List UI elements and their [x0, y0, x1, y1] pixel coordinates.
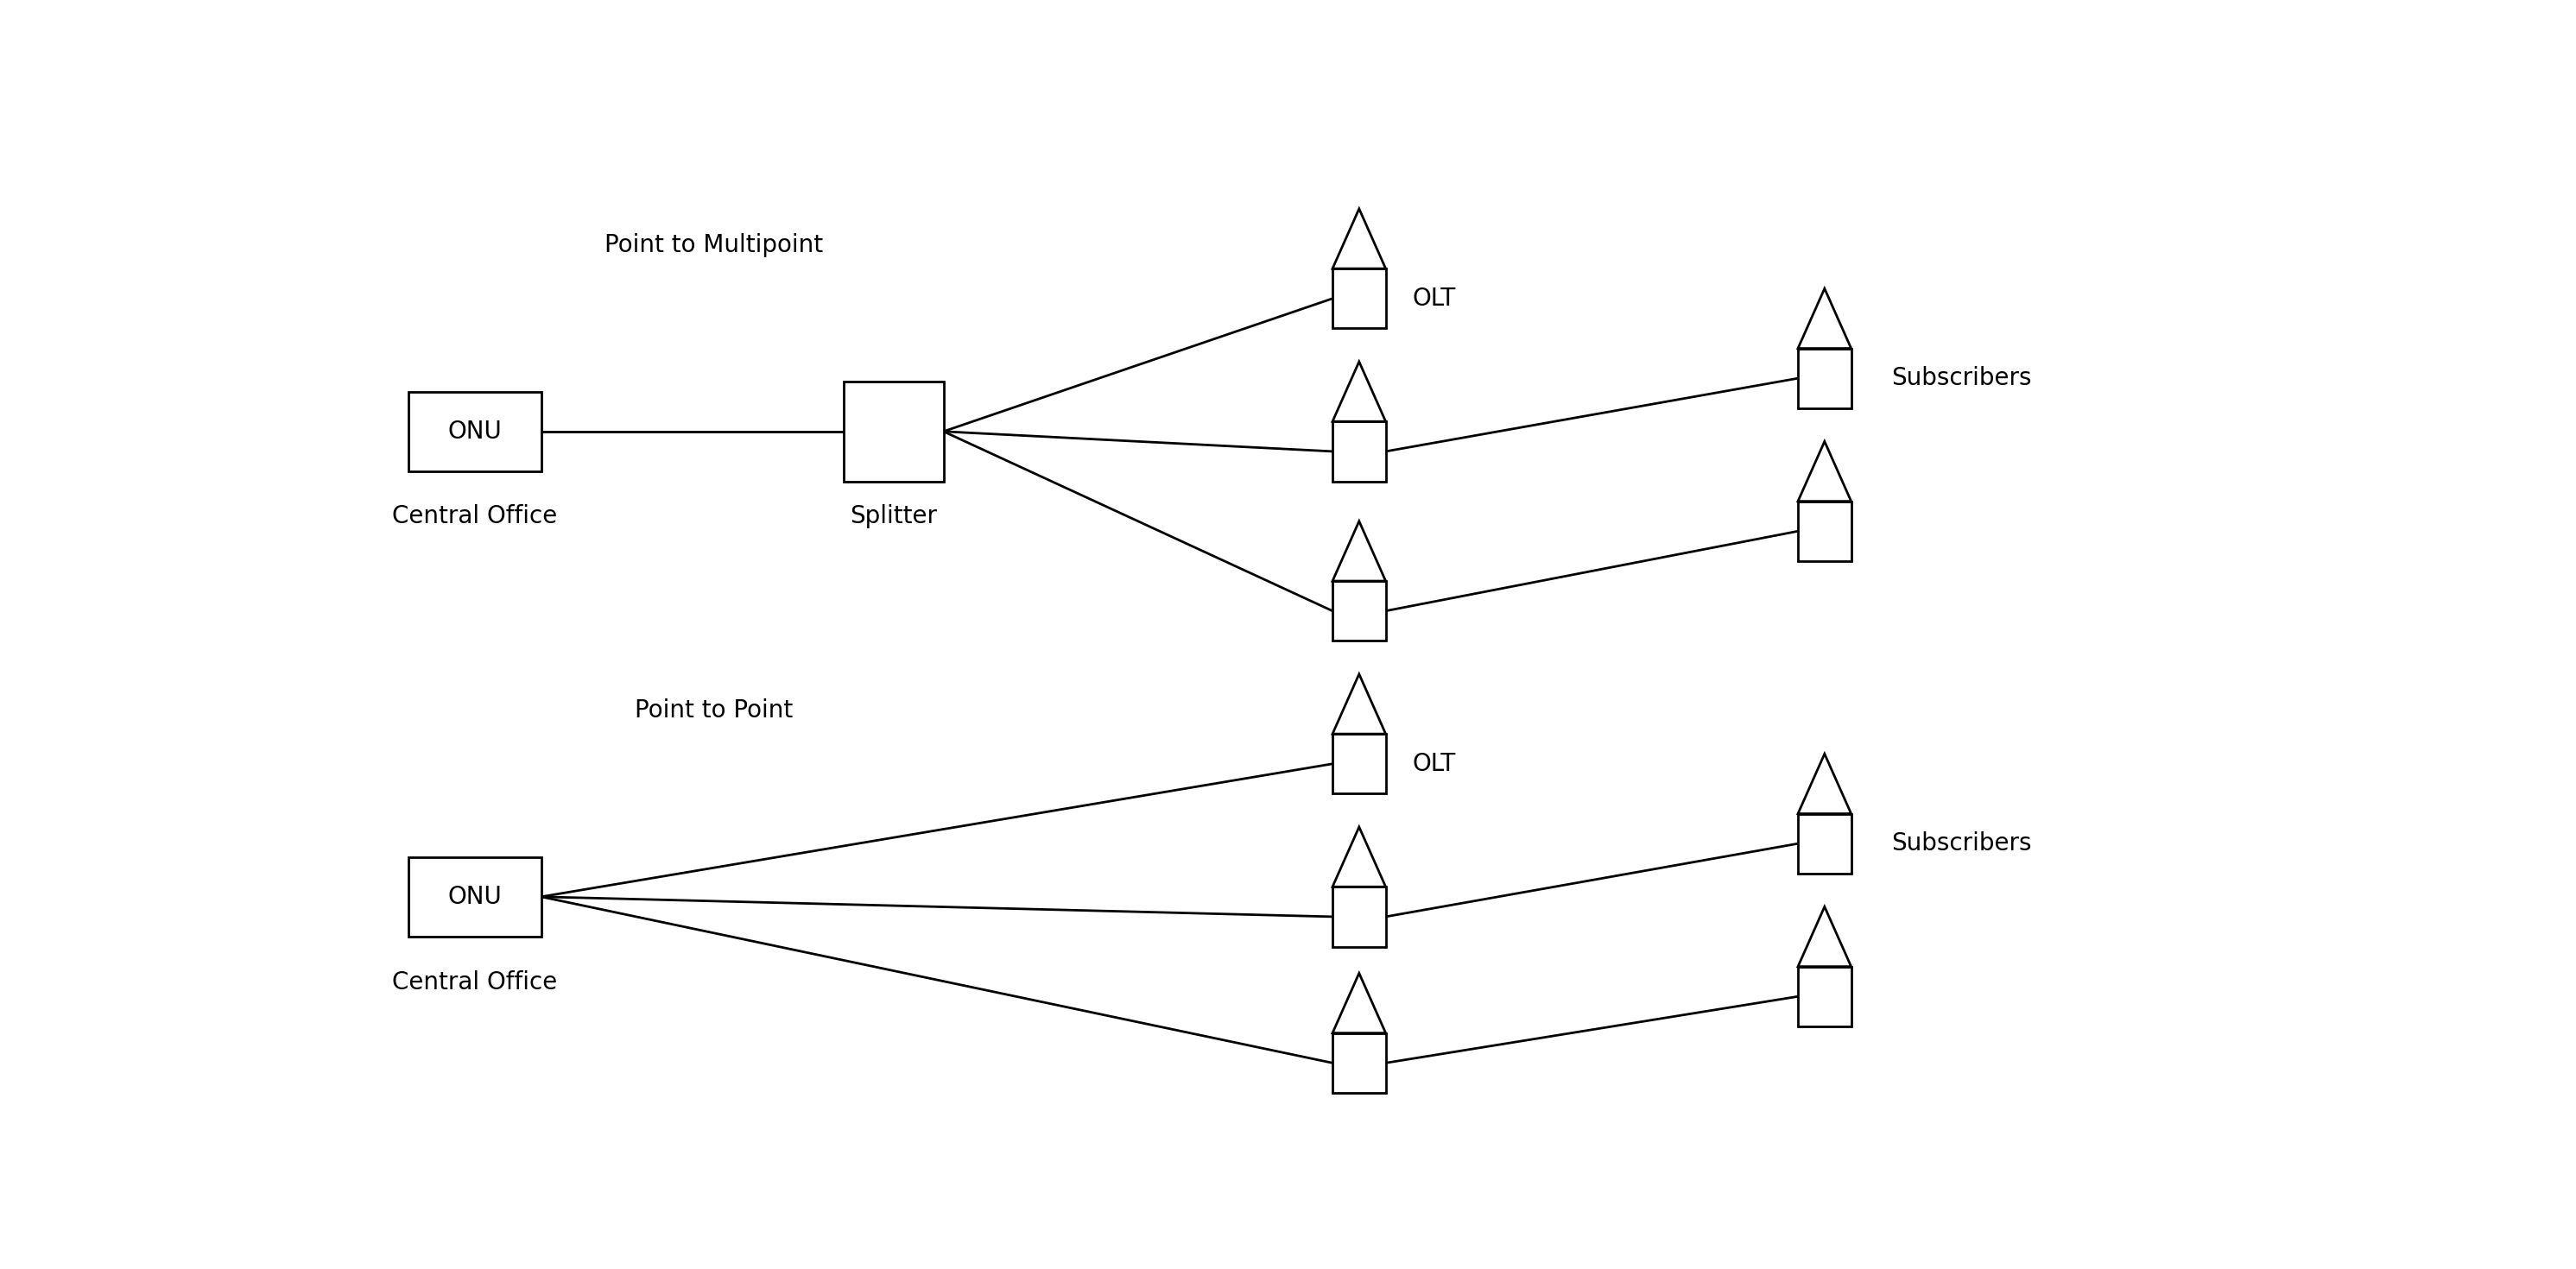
Polygon shape [1332, 362, 1386, 421]
Text: ONU: ONU [448, 419, 502, 444]
Bar [1332, 733, 1386, 793]
Text: Central Office: Central Office [392, 970, 556, 994]
Text: Point to Multipoint: Point to Multipoint [605, 233, 824, 258]
Polygon shape [1332, 674, 1386, 733]
Bar [1798, 349, 1852, 409]
Text: Subscribers: Subscribers [1891, 367, 2032, 391]
Bar [1798, 501, 1852, 561]
Text: OLT: OLT [1412, 751, 1455, 775]
Polygon shape [1332, 209, 1386, 269]
Bar [845, 382, 943, 481]
Bar [1332, 1033, 1386, 1093]
Polygon shape [1798, 288, 1852, 349]
Bar [1798, 967, 1852, 1027]
Text: OLT: OLT [1412, 287, 1455, 311]
Text: Subscribers: Subscribers [1891, 831, 2032, 855]
Bar [1798, 813, 1852, 873]
Bar [1332, 581, 1386, 641]
Text: Splitter: Splitter [850, 505, 938, 529]
Bar [1332, 421, 1386, 481]
Polygon shape [1332, 522, 1386, 581]
Bar [1332, 887, 1386, 947]
Bar [1332, 269, 1386, 329]
Polygon shape [1798, 442, 1852, 501]
Bar [407, 392, 541, 471]
Polygon shape [1798, 907, 1852, 967]
Polygon shape [1332, 973, 1386, 1033]
Text: Point to Point: Point to Point [634, 698, 793, 723]
Bar [407, 857, 541, 937]
Text: Central Office: Central Office [392, 505, 556, 529]
Polygon shape [1332, 827, 1386, 887]
Polygon shape [1798, 754, 1852, 813]
Text: ONU: ONU [448, 884, 502, 909]
